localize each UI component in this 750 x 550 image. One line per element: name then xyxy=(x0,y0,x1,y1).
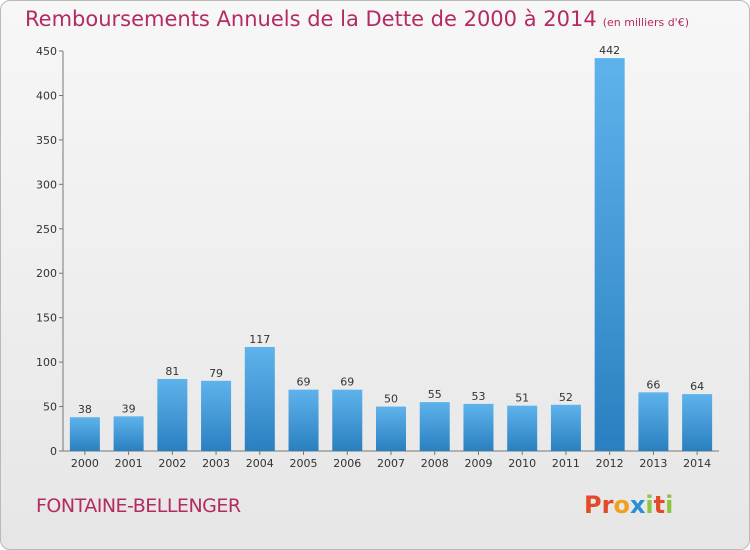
logo-letter: P xyxy=(584,491,602,519)
bar-value-label: 50 xyxy=(384,393,398,406)
bars xyxy=(69,58,713,451)
x-tick-label: 2003 xyxy=(202,457,230,470)
x-tick-label: 2001 xyxy=(115,457,143,470)
bar-value-label: 69 xyxy=(297,376,311,389)
x-tick-label: 2002 xyxy=(158,457,186,470)
logo-letter: o xyxy=(613,491,630,519)
proxiti-logo: Proxiti xyxy=(584,491,673,519)
y-tick-label: 100 xyxy=(36,356,57,369)
bar xyxy=(463,403,494,451)
bar xyxy=(157,379,188,451)
y-tick-label: 50 xyxy=(43,401,57,414)
bar xyxy=(507,405,538,451)
chart-title: Remboursements Annuels de la Dette de 20… xyxy=(25,7,689,31)
y-tick-label: 300 xyxy=(36,178,57,191)
x-tick-label: 2012 xyxy=(596,457,624,470)
x-tick-label: 2004 xyxy=(246,457,274,470)
bar-value-label: 66 xyxy=(646,378,660,391)
y-tick-label: 350 xyxy=(36,134,57,147)
y-tick-label: 450 xyxy=(36,45,57,58)
bar xyxy=(682,394,713,451)
bar xyxy=(332,389,363,451)
bar-value-label: 442 xyxy=(599,44,620,57)
bar xyxy=(201,380,232,451)
unit-label: (en milliers d'€) xyxy=(602,16,689,29)
title-text: Remboursements Annuels de la Dette de 20… xyxy=(25,7,597,31)
bar-value-label: 79 xyxy=(209,367,223,380)
data-labels: 38 39 81 79 117 69 69 50 55 53 51 52 442 66 64 xyxy=(78,44,704,416)
bar-value-label: 117 xyxy=(249,333,270,346)
x-tick-label: 2014 xyxy=(683,457,711,470)
bar xyxy=(288,389,319,451)
bar xyxy=(550,404,581,451)
bar xyxy=(376,406,406,451)
bar-value-label: 53 xyxy=(471,390,485,403)
bar-value-label: 64 xyxy=(690,380,704,393)
bar-value-label: 69 xyxy=(340,376,354,389)
axes: 0 50 100 150 200 250 300 350 400 450 2000 2001 2002 2… xyxy=(36,45,719,470)
y-tick-label: 0 xyxy=(50,445,57,458)
x-tick-label: 2009 xyxy=(464,457,492,470)
logo-letter: i xyxy=(645,491,654,519)
x-tick-label: 2006 xyxy=(333,457,361,470)
x-tick-label: 2010 xyxy=(508,457,536,470)
bar xyxy=(113,416,144,451)
logo-letter: i xyxy=(665,491,674,519)
bar xyxy=(594,58,625,451)
bar xyxy=(638,392,669,451)
bar xyxy=(69,417,100,451)
bar-value-label: 52 xyxy=(559,391,573,404)
x-tick-label: 2007 xyxy=(377,457,405,470)
x-tick-label: 2013 xyxy=(639,457,667,470)
commune-name: FONTAINE-BELLENGER xyxy=(36,495,241,517)
bar xyxy=(419,402,450,451)
y-tick-label: 400 xyxy=(36,89,57,102)
x-tick-label: 2011 xyxy=(552,457,580,470)
logo-letter: r xyxy=(601,491,614,519)
bar-value-label: 39 xyxy=(122,402,136,415)
bar-value-label: 51 xyxy=(515,392,529,405)
bar-value-label: 38 xyxy=(78,403,92,416)
y-tick-label: 150 xyxy=(36,312,57,325)
logo-letter: t xyxy=(653,491,666,519)
bar-value-label: 55 xyxy=(428,388,442,401)
y-tick-label: 200 xyxy=(36,267,57,280)
x-tick-label: 2000 xyxy=(71,457,99,470)
y-tick-label: 250 xyxy=(36,223,57,236)
logo-letter: x xyxy=(629,491,646,519)
bar-value-label: 81 xyxy=(165,365,179,378)
x-tick-label: 2008 xyxy=(421,457,449,470)
bar xyxy=(244,347,275,451)
x-tick-label: 2005 xyxy=(290,457,318,470)
